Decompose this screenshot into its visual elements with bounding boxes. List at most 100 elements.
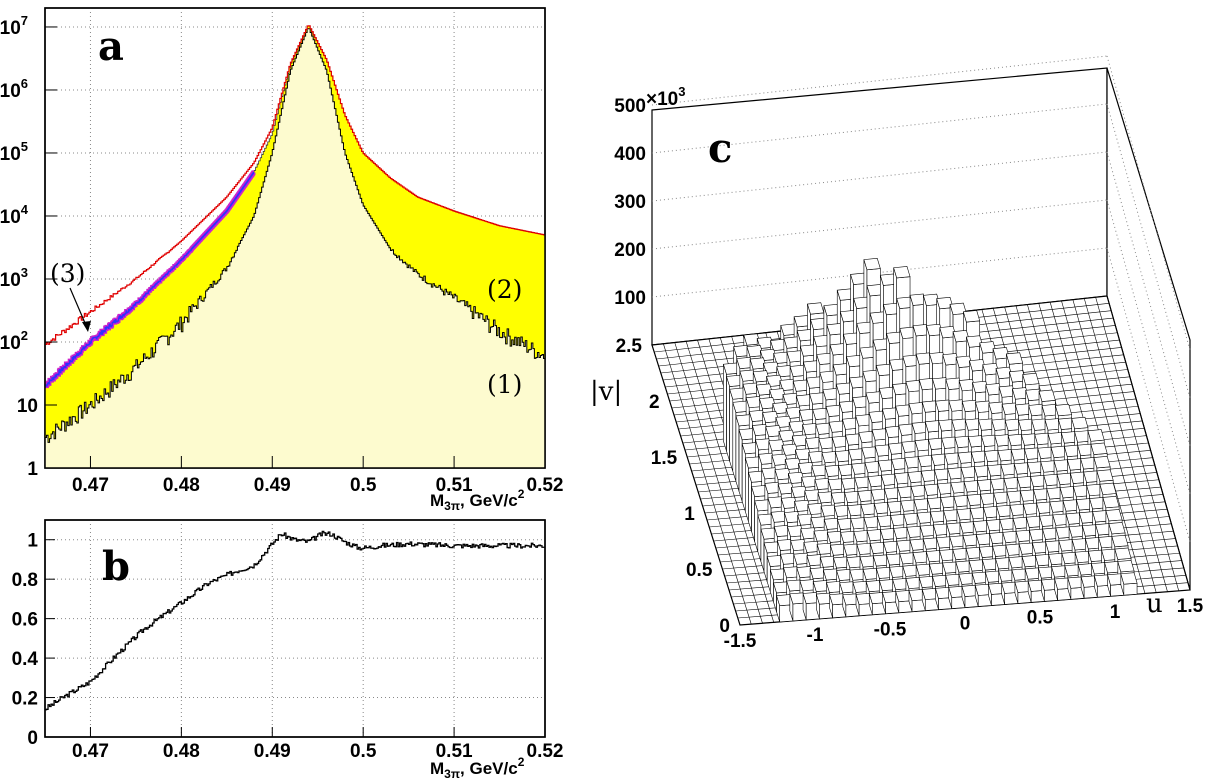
lego-top [774, 468, 792, 481]
back-wall-grid [651, 55, 1108, 106]
lego-top [749, 357, 767, 370]
lego-top [918, 378, 936, 391]
lego-top [957, 451, 975, 464]
lego-top [1114, 547, 1132, 560]
z-tick-label: 100 [614, 288, 646, 309]
lego-top [972, 380, 990, 394]
x-tick-label: 0.51 [436, 741, 473, 762]
lego-top [773, 525, 791, 537]
lego-top [764, 481, 782, 494]
lego-top [1111, 534, 1129, 548]
panel-c: 100 200 300 400 500 0 0.5 1 1.5 2 2.5 -1.5 -1 -0.5 0 0.… [590, 55, 1204, 652]
lego-top [826, 530, 845, 543]
lego-top [751, 424, 770, 436]
y-tick-label: 0 [27, 728, 38, 749]
panel-c-v-title: |v| [590, 377, 622, 407]
lego-top [787, 471, 806, 484]
y-tick-label: 102 [0, 328, 28, 354]
lego-top [745, 396, 763, 409]
back-wall-grid [651, 103, 1108, 154]
lego-side [723, 364, 727, 452]
y-tick-label: 104 [0, 202, 29, 228]
lego-top [1093, 456, 1111, 469]
lego-top [742, 382, 760, 395]
lego-top [790, 539, 808, 551]
lego-top [1028, 403, 1046, 417]
lego-top [779, 378, 797, 391]
lego-top [739, 369, 757, 382]
x-tick-label: 0.47 [72, 475, 109, 496]
lego-top [998, 385, 1016, 398]
lego-top [1041, 404, 1059, 417]
x-tick-label: 0.47 [72, 741, 109, 762]
lego-top [1105, 509, 1123, 522]
side-wall-grid [1106, 247, 1191, 543]
v-tick-label: 2 [649, 392, 660, 413]
lego-top [802, 423, 820, 436]
lego-top [783, 566, 801, 579]
lego-top [836, 569, 854, 581]
lego-top [988, 401, 1006, 414]
x-tick-label: 0.48 [163, 741, 200, 762]
v-tick-label: 0 [719, 616, 730, 637]
panel-b-plot-area [44, 519, 546, 738]
lego-top [783, 511, 802, 524]
lego-top [812, 580, 830, 592]
lego-top [936, 296, 954, 310]
lego-top [837, 517, 855, 530]
lego-top [1004, 418, 1022, 431]
lego-top [778, 429, 796, 442]
panel-c-letter: c [708, 125, 732, 172]
lego-top [833, 556, 851, 569]
lego-top [770, 510, 788, 523]
y-tick-label: 0.2 [12, 689, 38, 710]
lego-top [829, 593, 847, 606]
lego-top [780, 552, 798, 565]
lego-top [967, 435, 985, 448]
x-tick-label: 0.52 [527, 475, 564, 496]
y-tick-label: 0.8 [12, 570, 38, 591]
lego-top [970, 450, 989, 463]
v-tick-label: 1.5 [651, 448, 678, 469]
panel-c-ticks: 100 200 300 400 500 0 0.5 1 1.5 2 2.5 -1.5 -1 -0.5 0 0.… [614, 96, 1203, 652]
z-tick-label: 200 [614, 240, 646, 261]
z-tick-label: 400 [614, 144, 646, 165]
lego-top [893, 266, 911, 279]
lego-top [958, 378, 976, 392]
lego-side [732, 402, 737, 482]
lego-top [775, 415, 793, 428]
curve-label-3-arrowhead [82, 321, 91, 332]
lego-top [791, 485, 809, 498]
lego-top [1010, 448, 1028, 461]
u-tick-label: -1 [807, 625, 824, 646]
lego-top [1007, 433, 1025, 447]
lego-top [975, 400, 993, 413]
lego-side [729, 389, 734, 472]
lego-top [952, 330, 970, 343]
lego-top [803, 540, 821, 553]
lego-top [1034, 432, 1052, 446]
lego-top [785, 406, 803, 419]
lego-top [824, 464, 842, 477]
lego-top [948, 399, 966, 412]
curve-label-1: (1) [487, 370, 522, 399]
lego-top [1008, 370, 1027, 383]
y-tick-label: 1 [27, 459, 38, 480]
lego-top [765, 425, 783, 438]
lego-side [741, 443, 746, 512]
lego-top [964, 418, 982, 431]
lego-top [786, 579, 804, 592]
lego-top [814, 477, 832, 490]
lego-front [1123, 582, 1138, 596]
lego-top [788, 420, 806, 433]
u-tick-label: -1.5 [724, 631, 757, 652]
lego-top [962, 310, 981, 323]
lego-top [935, 399, 953, 412]
panel-b-x-title: M3π, GeV/c2 [430, 755, 525, 781]
lego-top [969, 359, 987, 372]
lego-top [1005, 352, 1024, 365]
lego-top [1099, 482, 1117, 495]
lego-top [994, 434, 1012, 447]
lego-top [915, 352, 933, 365]
